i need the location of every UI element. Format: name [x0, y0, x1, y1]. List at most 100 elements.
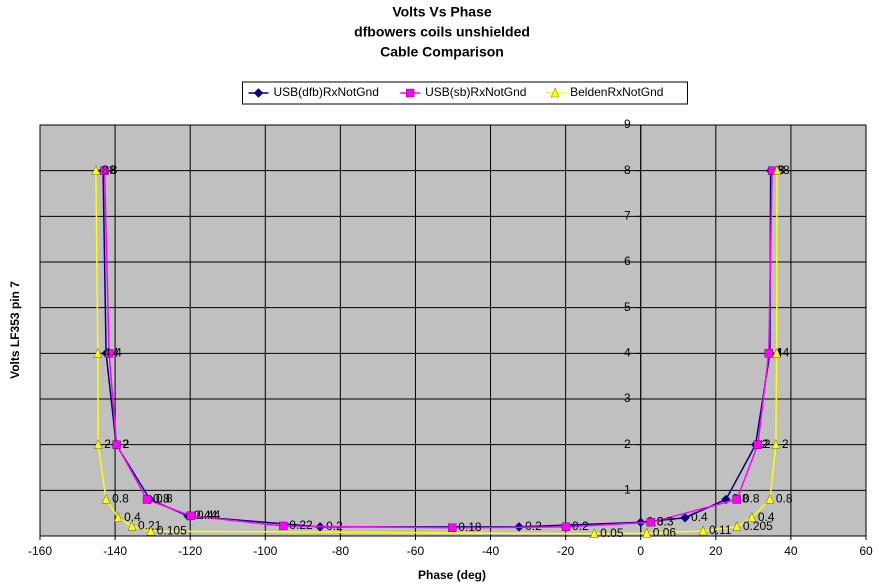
data-label: 2 — [123, 437, 130, 451]
marker — [765, 494, 775, 504]
data-label: 4 — [776, 346, 783, 360]
y-axis-title: Volts LF353 pin 7 — [8, 281, 22, 379]
marker — [127, 521, 137, 531]
data-label: 0.2 — [572, 519, 589, 533]
marker — [448, 523, 457, 532]
data-label: 4 — [104, 346, 111, 360]
marker — [753, 440, 763, 449]
x-tick-label: -40 — [482, 544, 500, 558]
marker — [732, 521, 742, 531]
series-line — [95, 170, 778, 535]
marker — [764, 349, 773, 358]
data-label: 0.05 — [600, 526, 624, 540]
marker — [772, 165, 782, 175]
legend: USB(dfb)RxNotGnd USB(sb)RxNotGnd BeldenRxN… — [242, 81, 688, 105]
marker — [93, 347, 103, 358]
x-tick-label: -140 — [103, 544, 127, 558]
marker — [646, 518, 656, 527]
data-label: 0.2 — [525, 519, 542, 533]
marker — [732, 495, 741, 504]
marker — [93, 439, 103, 449]
y-tick-label: 5 — [624, 300, 631, 314]
y-tick-label: 7 — [624, 209, 631, 223]
x-tick-label: -80 — [332, 544, 350, 558]
x-tick-label: -120 — [178, 544, 202, 558]
marker — [112, 440, 121, 449]
data-label: 0.4 — [691, 510, 708, 524]
legend-box — [242, 81, 688, 105]
marker — [405, 88, 415, 98]
x-tick-label: -160 — [28, 544, 52, 558]
data-label: 2 — [782, 437, 789, 451]
y-tick-label: 1 — [624, 483, 631, 497]
data-label: 0.18 — [458, 520, 482, 534]
data-label: 0.205 — [743, 519, 773, 533]
marker — [771, 439, 781, 449]
data-label: 8 — [102, 163, 109, 177]
marker — [772, 347, 781, 358]
y-tick-label: 8 — [624, 163, 631, 177]
chart-title: Volts Vs Phase — [392, 4, 492, 20]
marker — [101, 494, 111, 504]
data-label: 2 — [762, 437, 769, 451]
x-tick-label: 40 — [784, 544, 798, 558]
data-label: 8 — [783, 163, 790, 177]
marker — [642, 527, 651, 538]
marker — [186, 511, 196, 521]
legend-label: USB(sb)RxNotGnd — [425, 85, 526, 99]
data-label: 2 — [122, 437, 129, 451]
data-label: 0.8 — [776, 492, 793, 506]
marker — [113, 512, 123, 522]
marker — [146, 525, 155, 536]
y-tick-label: 6 — [624, 254, 631, 268]
y-tick-label: 4 — [624, 346, 631, 360]
marker — [142, 495, 152, 504]
data-label: 8 — [109, 163, 116, 177]
x-tick-label: -100 — [253, 544, 277, 558]
legend-label: BeldenRxNotGnd — [570, 85, 663, 99]
data-label: 0.8 — [156, 492, 173, 506]
chart-title: dfbowers coils unshielded — [354, 24, 530, 40]
plot-area — [39, 124, 867, 537]
data-label: 4 — [112, 346, 119, 360]
x-tick-label: 20 — [709, 544, 723, 558]
marker — [279, 521, 288, 531]
legend-label: USB(dfb)RxNotGnd — [274, 85, 379, 99]
x-tick-label: 60 — [859, 544, 873, 558]
data-label: 0.21 — [138, 519, 162, 533]
x-tick-label: -60 — [407, 544, 425, 558]
data-label: 4 — [783, 346, 790, 360]
marker — [680, 513, 690, 523]
marker — [91, 165, 101, 175]
data-label: 0.3 — [657, 514, 674, 528]
y-tick-label: 3 — [624, 391, 631, 405]
data-label: 0.8 — [743, 492, 760, 506]
marker — [698, 525, 708, 536]
data-label: 8 — [778, 163, 785, 177]
y-tick-label: 2 — [624, 437, 631, 451]
x-tick-label: 0 — [637, 544, 644, 558]
data-label: 0.44 — [197, 508, 221, 522]
x-axis-title: Phase (deg) — [418, 568, 486, 582]
marker — [104, 349, 114, 358]
data-label: 0.22 — [289, 518, 313, 532]
marker — [100, 166, 109, 175]
data-label: 0.06 — [653, 525, 677, 539]
data-label: 8 — [111, 163, 118, 177]
data-label: 4 — [115, 346, 122, 360]
marker — [253, 88, 264, 98]
data-label: 0.11 — [709, 523, 732, 537]
y-tick-label: 9 — [624, 117, 631, 131]
data-label: 0.105 — [157, 523, 187, 537]
data-label: 0.4 — [758, 510, 775, 524]
data-label: 2 — [764, 437, 771, 451]
data-label: 2 — [104, 437, 111, 451]
marker — [561, 522, 571, 532]
x-tick-label: -20 — [557, 544, 575, 558]
data-label: 8 — [777, 163, 784, 177]
marker — [589, 528, 599, 538]
marker — [747, 512, 757, 522]
data-label: 0.4 — [124, 510, 141, 524]
